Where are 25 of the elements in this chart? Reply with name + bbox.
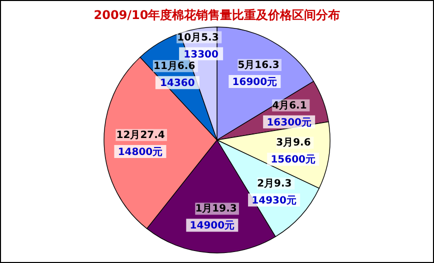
text: 14900元 <box>190 220 235 232</box>
slice-label: 3月 <box>276 138 294 149</box>
text: 14800元 <box>118 146 163 158</box>
data-label: 6.1 <box>289 100 307 112</box>
text: 13300 <box>184 49 218 60</box>
data-label: 9.6 <box>293 138 311 149</box>
slice-label: 5月 <box>238 60 255 72</box>
data-label: 6.6 <box>177 61 196 72</box>
data-label: 27.4 <box>140 130 165 142</box>
slice-label: 1月 <box>195 204 212 215</box>
slice-label: 2月 <box>257 178 274 190</box>
slice-label: 11月 <box>154 61 178 72</box>
text: 15600元 <box>270 154 316 166</box>
slice-label: 12月 <box>116 130 140 142</box>
data-label: 5.3 <box>201 32 219 44</box>
data-label: 19.3 <box>212 204 237 215</box>
data-label: 16.3 <box>254 60 280 72</box>
chart-title: 2009/10年度棉花销售量比重及价格区间分布 <box>94 8 340 22</box>
text: 14360 <box>160 78 195 90</box>
text: 14930元 <box>252 194 296 206</box>
slice-label: 10月 <box>177 32 202 44</box>
slice-label: 4月 <box>272 100 290 112</box>
data-label: 9.3 <box>274 178 292 190</box>
text: 16900元 <box>232 76 278 88</box>
text: 16300元 <box>266 116 312 128</box>
